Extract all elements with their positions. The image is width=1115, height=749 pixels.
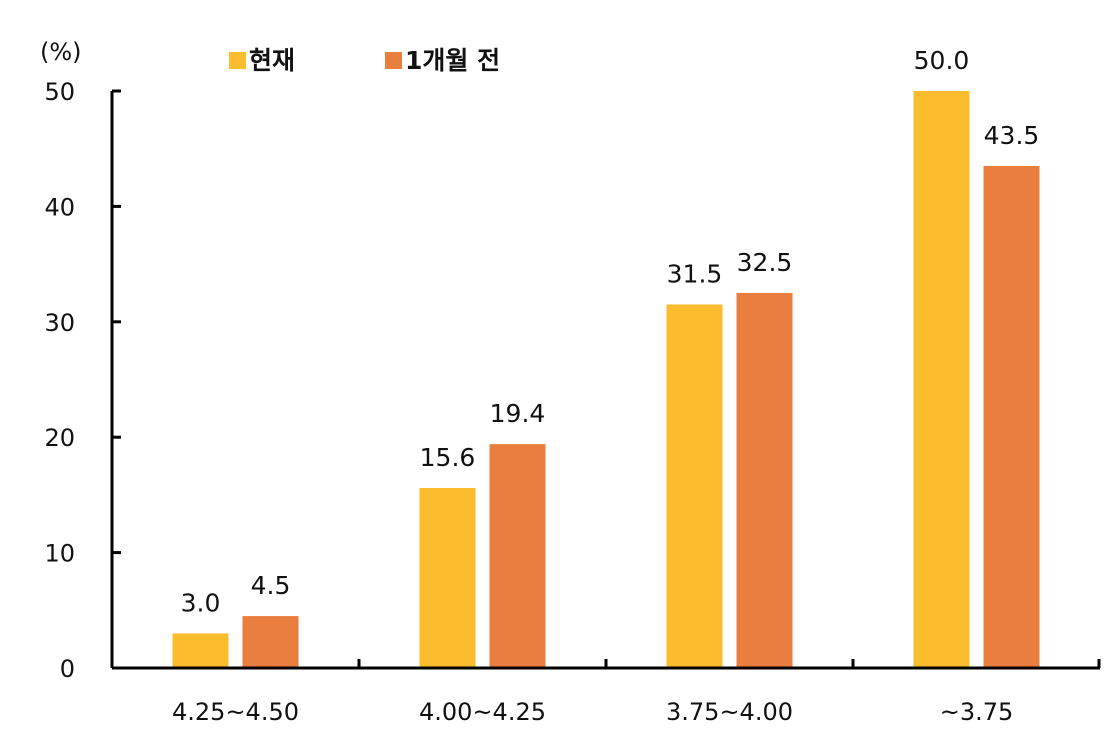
y-tick-label-3: 20 [44, 424, 75, 452]
data-label-one-month-ago-3: 32.5 [737, 248, 793, 277]
legend-label-current: 현재 [249, 46, 295, 75]
x-tick-label-4: ~3.75 [940, 698, 1014, 726]
data-label-one-month-ago-1: 4.5 [251, 571, 291, 600]
bar-one-month-ago-3 [736, 292, 793, 668]
bar-one-month-ago-1 [242, 616, 299, 668]
data-label-current-2: 15.6 [420, 443, 476, 472]
data-label-one-month-ago-2: 19.4 [490, 399, 546, 428]
legend: 현재 1개월 전 [229, 46, 500, 75]
legend-swatch-one-month-ago [385, 52, 402, 69]
y-tick-label-5: 40 [44, 193, 75, 221]
y-axis-unit-label: (%) [40, 38, 82, 66]
data-labels-group: 3.0 4.5 15.6 19.4 31.5 32.5 50.0 43.5 [181, 46, 1040, 617]
legend-swatch-current [229, 52, 246, 69]
data-label-current-4: 50.0 [914, 46, 970, 75]
x-tick-label-2: 4.00~4.25 [419, 698, 546, 726]
data-label-one-month-ago-4: 43.5 [984, 121, 1040, 150]
y-tick-label-4: 30 [44, 309, 75, 337]
bar-current-4 [913, 91, 970, 668]
y-tick-label-6: 50 [44, 78, 75, 106]
bar-current-2 [419, 487, 476, 668]
x-tick-label-3: 3.75~4.00 [666, 698, 793, 726]
y-tick-label-1: 0 [60, 655, 75, 683]
data-label-current-3: 31.5 [667, 259, 723, 288]
data-label-current-1: 3.0 [181, 588, 221, 617]
bar-one-month-ago-2 [489, 444, 546, 668]
bar-one-month-ago-4 [983, 166, 1040, 668]
y-tick-label-2: 10 [44, 540, 75, 568]
bars-group [172, 91, 1040, 668]
bar-current-1 [172, 633, 229, 668]
legend-label-one-month-ago: 1개월 전 [405, 46, 500, 75]
x-tick-label-1: 4.25~4.50 [172, 698, 299, 726]
bar-current-3 [666, 304, 723, 668]
axes-group: 4.25~4.50 4.00~4.25 3.75~4.00 ~3.75 0 10 20 30 4… [44, 78, 1101, 726]
